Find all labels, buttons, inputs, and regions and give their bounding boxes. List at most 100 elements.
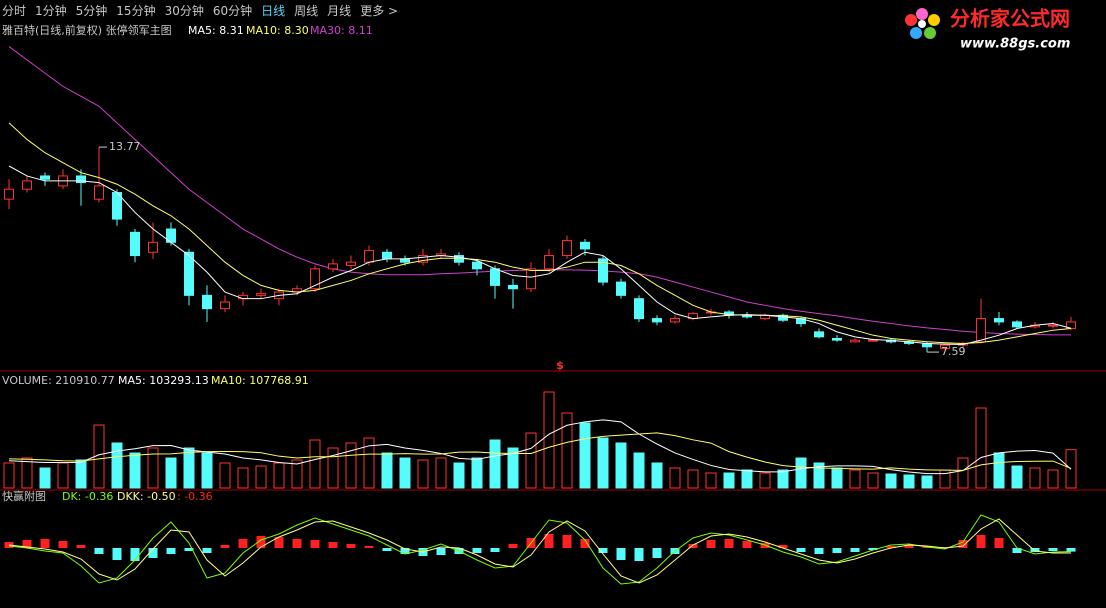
candle-body <box>580 241 590 250</box>
logo-title: 分析家公式网 <box>950 7 1070 31</box>
volume-bar <box>273 462 285 489</box>
legend-label: MA30: 8.11 <box>310 24 373 37</box>
volume-bar <box>633 452 645 489</box>
volume-bar <box>363 437 375 489</box>
candle-body <box>652 318 662 323</box>
volume-bar <box>723 472 735 489</box>
candle-body <box>382 251 392 260</box>
candle-body <box>328 263 338 270</box>
histogram-bar <box>238 539 248 548</box>
candle-body <box>490 268 500 286</box>
volume-bar <box>669 467 681 489</box>
volume-bar <box>759 472 771 489</box>
candle-body <box>994 318 1004 323</box>
candle-body <box>544 255 554 270</box>
volume-bar <box>993 452 1005 489</box>
toolbar-tab[interactable]: 15分钟 <box>116 4 156 18</box>
volume-bar <box>111 442 123 489</box>
volume-bar <box>507 447 519 489</box>
histogram-bar <box>814 548 824 554</box>
toolbar-tab[interactable]: 周线 <box>294 4 319 18</box>
candle-body <box>202 294 212 310</box>
toolbar-tab[interactable]: 更多 > <box>360 4 399 18</box>
volume-bar <box>885 473 897 489</box>
candle-body <box>634 298 644 320</box>
candle-body <box>472 261 482 270</box>
legend-label: DK: -0.36 <box>62 490 113 503</box>
panel-title: VOLUME: 210910.77 <box>2 374 115 387</box>
histogram-bar <box>472 548 482 553</box>
volume-bar <box>57 462 69 489</box>
volume-bar <box>471 457 483 489</box>
candle-body <box>418 255 428 263</box>
volume-bar <box>795 457 807 489</box>
candle-body <box>130 231 140 257</box>
volume-bar <box>903 474 915 489</box>
volume-bar <box>291 459 303 489</box>
toolbar-tab[interactable]: 日线 <box>261 4 286 18</box>
candle-body <box>364 250 374 263</box>
histogram-bar <box>436 548 446 555</box>
indicator-line <box>8 165 1072 345</box>
histogram-bar <box>166 548 176 554</box>
volume-bar <box>21 457 33 489</box>
candle-body <box>94 185 104 200</box>
histogram-bar <box>850 548 860 552</box>
candle-body <box>40 175 50 180</box>
histogram-bar <box>904 545 914 548</box>
toolbar-tab[interactable]: 月线 <box>327 4 352 18</box>
histogram-bar <box>22 540 32 548</box>
histogram-bar <box>1012 548 1022 553</box>
volume-bar <box>1029 467 1041 489</box>
volume-bar <box>813 462 825 489</box>
volume-bar <box>957 457 969 489</box>
histogram-bar <box>958 540 968 548</box>
toolbar-tab[interactable]: 分时 <box>2 4 27 18</box>
volume-bar <box>435 457 447 489</box>
volume-bar <box>525 432 537 489</box>
histogram-bar <box>796 548 806 552</box>
histogram-bar <box>94 548 104 554</box>
histogram-bar <box>706 540 716 548</box>
histogram-bar <box>868 548 878 550</box>
indicator-line <box>8 514 1072 585</box>
volume-bar <box>867 472 879 489</box>
candle-body <box>1012 321 1022 328</box>
volume-bar <box>201 452 213 489</box>
histogram-bar <box>1030 548 1040 552</box>
candle-body <box>22 180 32 190</box>
volume-bar <box>255 465 267 489</box>
histogram-bar <box>634 548 644 561</box>
candle-body <box>670 318 680 323</box>
toolbar-tab[interactable]: 60分钟 <box>212 4 253 18</box>
toolbar-tab[interactable]: 30分钟 <box>164 4 204 18</box>
legend-label: MA5: 103293.13 <box>118 374 209 387</box>
toolbar-tab[interactable]: 5分钟 <box>75 4 108 18</box>
volume-bar <box>381 452 393 489</box>
candle-body <box>508 284 518 290</box>
volume-bar <box>777 469 789 489</box>
histogram-bar <box>76 545 86 548</box>
histogram-bar <box>184 548 194 551</box>
volume-bar <box>831 467 843 489</box>
volume-bar <box>147 447 159 489</box>
volume-bar <box>345 442 357 489</box>
indicator-line <box>8 122 1072 344</box>
histogram-bar <box>40 539 50 548</box>
volume-bar <box>687 469 699 489</box>
histogram-bar <box>256 536 266 548</box>
logo-url: www.88gs.com <box>960 37 1070 52</box>
volume-bar <box>327 447 339 489</box>
candle-body <box>256 293 266 296</box>
volume-bar <box>237 467 249 489</box>
volume-bar <box>75 459 87 489</box>
volume-bar <box>1011 465 1023 489</box>
volume-bar <box>543 391 555 489</box>
legend-label: DKK: -0.50 <box>117 490 176 503</box>
toolbar-tab[interactable]: 1分钟 <box>35 4 67 18</box>
volume-bar <box>651 462 663 489</box>
histogram-bar <box>148 548 158 558</box>
